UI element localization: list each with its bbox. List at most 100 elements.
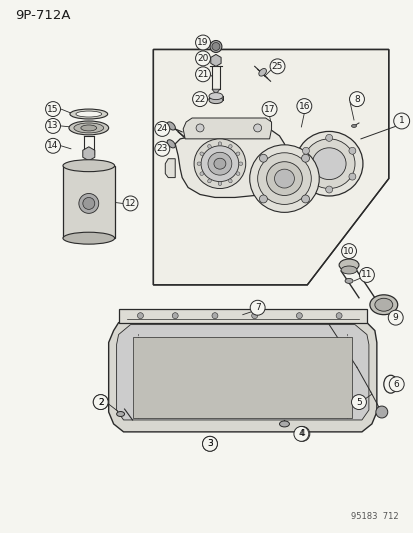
Ellipse shape	[199, 172, 203, 175]
Circle shape	[296, 99, 311, 114]
Text: 17: 17	[263, 104, 275, 114]
Text: 3: 3	[206, 439, 212, 448]
Ellipse shape	[214, 158, 225, 169]
Circle shape	[269, 59, 284, 74]
Text: 23: 23	[156, 144, 168, 154]
Circle shape	[375, 406, 387, 418]
Ellipse shape	[116, 411, 124, 416]
Text: 1: 1	[398, 117, 404, 125]
Ellipse shape	[228, 179, 232, 183]
Text: 4: 4	[298, 430, 304, 438]
Ellipse shape	[257, 153, 311, 205]
Ellipse shape	[218, 142, 221, 146]
Text: 2: 2	[97, 398, 103, 407]
Ellipse shape	[340, 266, 356, 274]
Ellipse shape	[207, 144, 211, 148]
Ellipse shape	[63, 232, 114, 244]
Text: 25: 25	[271, 62, 282, 71]
Text: 3: 3	[206, 439, 212, 448]
Text: 95183  712: 95183 712	[350, 512, 398, 521]
Circle shape	[251, 313, 257, 319]
Circle shape	[45, 118, 60, 133]
Ellipse shape	[295, 132, 362, 196]
Circle shape	[325, 186, 332, 193]
Ellipse shape	[199, 152, 203, 156]
Ellipse shape	[249, 145, 318, 212]
Text: 16: 16	[298, 102, 309, 110]
Bar	[63, 166, 114, 238]
Polygon shape	[183, 118, 271, 139]
Ellipse shape	[69, 121, 108, 135]
Circle shape	[195, 51, 210, 66]
Text: 21: 21	[197, 70, 208, 79]
Ellipse shape	[81, 125, 97, 131]
Ellipse shape	[63, 160, 114, 172]
Ellipse shape	[167, 140, 175, 148]
Ellipse shape	[351, 125, 356, 127]
Circle shape	[351, 394, 366, 409]
Ellipse shape	[218, 182, 221, 185]
Polygon shape	[175, 126, 287, 197]
Ellipse shape	[369, 295, 397, 314]
Ellipse shape	[338, 259, 358, 271]
Circle shape	[302, 147, 309, 154]
Circle shape	[259, 195, 267, 203]
Ellipse shape	[303, 139, 354, 189]
Text: 19: 19	[197, 38, 208, 47]
Ellipse shape	[76, 111, 102, 117]
Circle shape	[137, 313, 143, 319]
Circle shape	[211, 43, 219, 51]
Circle shape	[348, 173, 355, 180]
Circle shape	[387, 310, 402, 325]
Circle shape	[294, 426, 309, 441]
Circle shape	[348, 147, 355, 154]
Circle shape	[293, 426, 308, 441]
Ellipse shape	[228, 144, 232, 148]
Circle shape	[83, 197, 95, 209]
Text: 9P-712A: 9P-712A	[15, 9, 71, 22]
Ellipse shape	[197, 162, 201, 165]
Ellipse shape	[207, 152, 231, 175]
Circle shape	[302, 173, 309, 180]
Circle shape	[123, 196, 138, 211]
Circle shape	[261, 102, 276, 117]
Circle shape	[349, 92, 363, 107]
Ellipse shape	[235, 152, 239, 156]
Circle shape	[259, 154, 267, 162]
Ellipse shape	[311, 148, 345, 180]
Text: 12: 12	[125, 199, 136, 208]
Ellipse shape	[70, 109, 107, 119]
Circle shape	[93, 394, 108, 409]
Circle shape	[358, 268, 373, 282]
Text: 20: 20	[197, 54, 208, 63]
Text: 14: 14	[47, 141, 59, 150]
Circle shape	[93, 394, 108, 409]
Circle shape	[253, 124, 261, 132]
Polygon shape	[211, 89, 219, 94]
Circle shape	[195, 67, 210, 82]
Text: 10: 10	[342, 247, 354, 256]
Bar	[133, 336, 351, 418]
Circle shape	[202, 437, 217, 451]
Circle shape	[45, 139, 60, 154]
Text: 22: 22	[194, 95, 205, 103]
Circle shape	[192, 92, 207, 107]
Text: 6: 6	[393, 379, 399, 389]
Text: 7: 7	[254, 303, 260, 312]
Ellipse shape	[201, 146, 238, 182]
Ellipse shape	[258, 69, 266, 76]
Ellipse shape	[235, 172, 239, 175]
Ellipse shape	[374, 298, 392, 311]
Circle shape	[335, 313, 341, 319]
Ellipse shape	[344, 278, 352, 284]
Circle shape	[388, 377, 403, 392]
Ellipse shape	[209, 93, 222, 100]
Polygon shape	[108, 322, 376, 432]
Ellipse shape	[74, 123, 103, 133]
Polygon shape	[210, 54, 221, 66]
Ellipse shape	[238, 162, 242, 165]
Circle shape	[301, 154, 309, 162]
Circle shape	[202, 437, 217, 451]
Circle shape	[325, 134, 332, 141]
Circle shape	[172, 313, 178, 319]
